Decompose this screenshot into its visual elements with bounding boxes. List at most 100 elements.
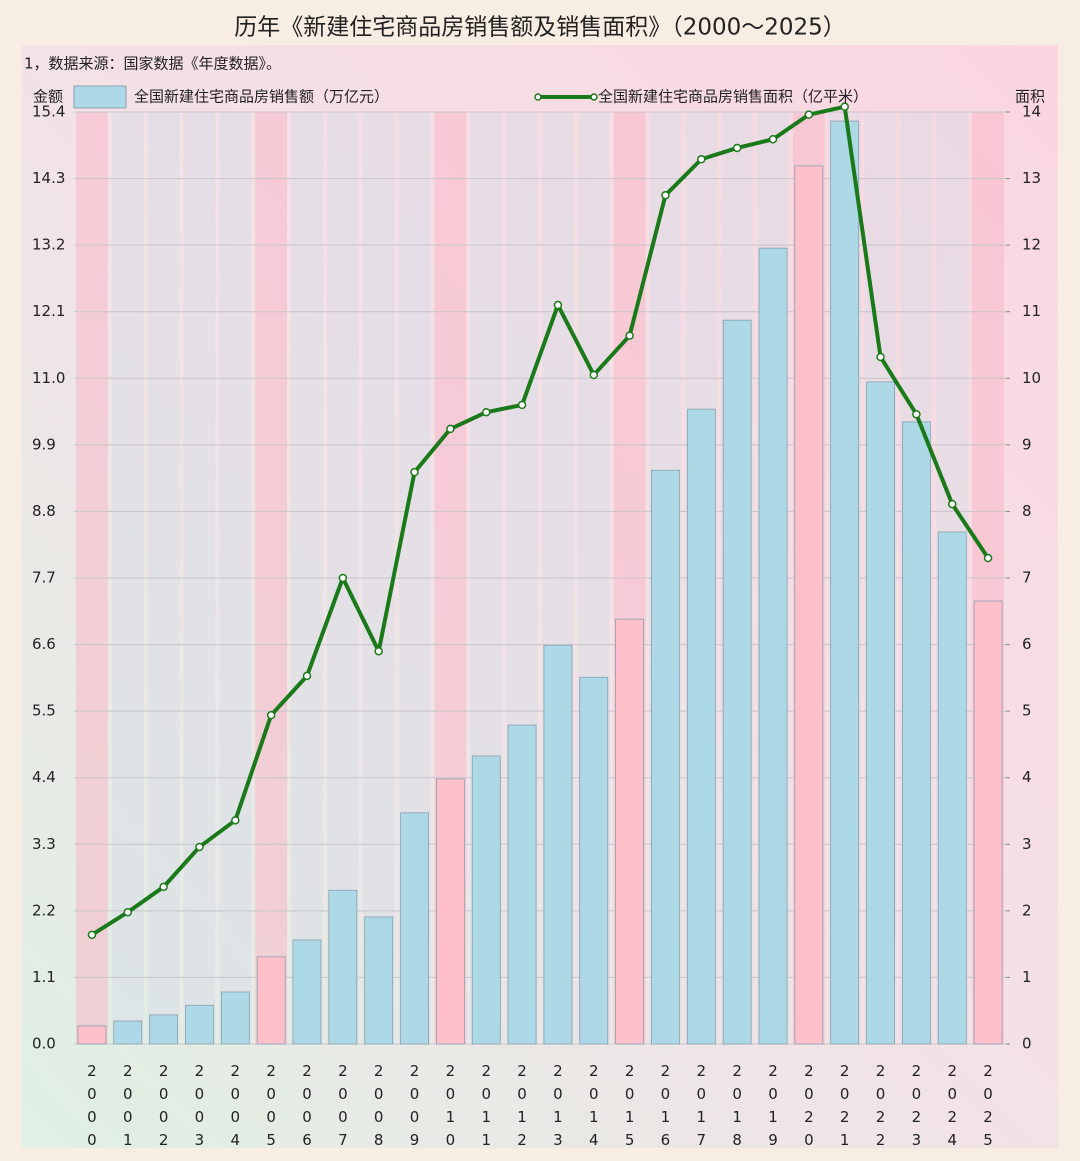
bar xyxy=(543,644,573,1045)
bar xyxy=(77,1025,107,1045)
x-tick-label: 2005 xyxy=(262,1062,280,1154)
x-tick-label: 2006 xyxy=(298,1062,316,1154)
y-axis-title: 金额 xyxy=(33,88,63,106)
y-tick-label: 5.5 xyxy=(32,702,56,720)
y2-tick-label: 8 xyxy=(1022,502,1032,520)
x-tick-label: 2017 xyxy=(692,1062,710,1154)
bar xyxy=(973,600,1003,1045)
legend-label: 全国新建住宅商品房销售面积（亿平米） xyxy=(598,88,868,106)
x-tick-label: 2020 xyxy=(800,1062,818,1154)
y2-axis-title: 面积 xyxy=(1015,88,1045,106)
y-tick-label: 3.3 xyxy=(32,835,56,853)
bar xyxy=(328,889,358,1045)
legend-label: 全国新建住宅商品房销售额（万亿元） xyxy=(134,88,389,106)
x-tick-label: 2002 xyxy=(155,1062,173,1154)
y2-tick-label: 7 xyxy=(1022,569,1032,587)
line-marker xyxy=(195,842,204,852)
y-tick-label: 11.0 xyxy=(32,369,65,387)
y-tick-label: 15.4 xyxy=(32,103,65,121)
line-marker xyxy=(231,816,240,825)
line-marker xyxy=(947,499,957,509)
line-marker xyxy=(804,110,814,119)
y2-tick-label: 2 xyxy=(1022,901,1032,919)
x-tick-label: 2025 xyxy=(979,1062,997,1154)
legend-swatch xyxy=(73,85,127,109)
bar xyxy=(256,956,286,1045)
line-marker xyxy=(912,409,921,419)
subtitle: 1，数据来源：国家数据《年度数据》。 xyxy=(24,55,281,73)
x-tick-label: 2008 xyxy=(370,1062,388,1154)
legend-marker xyxy=(590,93,598,101)
x-tick-label: 2014 xyxy=(585,1062,603,1154)
bar xyxy=(830,120,860,1045)
y2-tick-label: 12 xyxy=(1022,236,1041,254)
bar xyxy=(113,1020,143,1045)
x-tick-label: 2012 xyxy=(513,1062,531,1154)
chart-title: 历年《新建住宅商品房销售额及销售面积》（2000～2025） xyxy=(234,15,846,41)
line-marker xyxy=(876,352,885,362)
y-tick-label: 6.6 xyxy=(32,635,56,653)
x-tick-label: 2021 xyxy=(836,1062,854,1154)
bar xyxy=(292,939,322,1045)
y-tick-label: 4.4 xyxy=(32,768,56,786)
x-tick-label: 2004 xyxy=(226,1062,244,1154)
bar xyxy=(758,247,788,1045)
bar xyxy=(901,421,931,1045)
x-tick-label: 2023 xyxy=(907,1062,925,1154)
line-marker xyxy=(625,331,634,340)
bar xyxy=(615,618,645,1045)
line-marker xyxy=(338,573,348,583)
line-marker xyxy=(302,671,312,681)
y2-tick-label: 4 xyxy=(1022,768,1032,786)
line-marker xyxy=(266,710,276,720)
line-marker xyxy=(517,400,527,410)
bar xyxy=(794,165,824,1045)
bar xyxy=(400,812,429,1045)
y2-tick-label: 3 xyxy=(1022,835,1032,853)
bar xyxy=(364,916,394,1045)
y-tick-label: 7.7 xyxy=(32,569,56,587)
y2-tick-label: 9 xyxy=(1022,435,1032,453)
line-marker xyxy=(446,424,455,434)
x-tick-label: 2007 xyxy=(334,1062,352,1154)
x-tick-label: 2000 xyxy=(83,1062,101,1154)
bar xyxy=(579,676,609,1045)
line-marker xyxy=(661,190,670,200)
x-tick-label: 2010 xyxy=(441,1062,459,1154)
y-tick-label: 2.2 xyxy=(32,901,56,919)
line-marker xyxy=(840,102,849,111)
line-marker xyxy=(481,407,491,417)
bar xyxy=(220,991,250,1045)
line-marker xyxy=(123,907,133,917)
line-marker xyxy=(553,300,563,310)
bar xyxy=(507,724,537,1045)
bar xyxy=(185,1004,214,1045)
x-tick-label: 2003 xyxy=(190,1062,208,1154)
bar xyxy=(722,319,752,1045)
y-tick-label: 13.2 xyxy=(32,236,65,254)
x-tick-label: 2016 xyxy=(656,1062,674,1154)
y-tick-label: 8.8 xyxy=(32,502,56,520)
y2-tick-label: 11 xyxy=(1022,302,1041,320)
y-tick-label: 12.1 xyxy=(32,302,65,320)
line-marker xyxy=(87,930,97,940)
line-marker xyxy=(697,155,706,164)
x-tick-label: 2015 xyxy=(621,1062,639,1154)
x-tick-label: 2009 xyxy=(406,1062,424,1154)
line-marker xyxy=(732,143,742,153)
x-tick-label: 2013 xyxy=(549,1062,567,1154)
y-tick-label: 14.3 xyxy=(32,169,65,187)
legend-marker xyxy=(534,93,542,101)
bar xyxy=(866,381,895,1045)
line-marker xyxy=(159,882,168,892)
bar xyxy=(471,755,501,1045)
x-tick-label: 2022 xyxy=(872,1062,890,1154)
y2-tick-label: 1 xyxy=(1022,968,1032,986)
x-tick-label: 2001 xyxy=(119,1062,137,1154)
y2-tick-label: 6 xyxy=(1022,635,1032,653)
bar xyxy=(937,531,967,1045)
bar xyxy=(686,408,716,1045)
bar xyxy=(651,469,680,1045)
y2-tick-label: 5 xyxy=(1022,702,1032,720)
